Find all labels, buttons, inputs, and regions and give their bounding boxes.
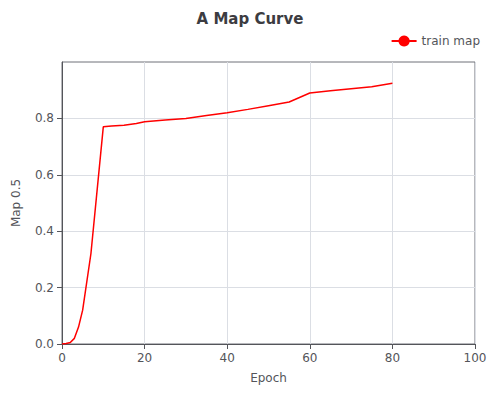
svg-text:0.2: 0.2 <box>35 281 54 295</box>
svg-text:80: 80 <box>385 351 400 365</box>
svg-text:60: 60 <box>302 351 317 365</box>
svg-text:Map 0.5: Map 0.5 <box>9 179 23 227</box>
svg-text:Epoch: Epoch <box>250 371 287 385</box>
svg-text:0.4: 0.4 <box>35 224 54 238</box>
svg-text:100: 100 <box>464 351 487 365</box>
svg-text:40: 40 <box>220 351 235 365</box>
svg-text:0.8: 0.8 <box>35 111 54 125</box>
svg-text:train map: train map <box>422 34 480 48</box>
svg-text:0.6: 0.6 <box>35 168 54 182</box>
svg-text:0.0: 0.0 <box>35 337 54 351</box>
svg-text:A Map Curve: A Map Curve <box>197 10 304 28</box>
svg-text:0: 0 <box>58 351 66 365</box>
svg-text:20: 20 <box>137 351 152 365</box>
